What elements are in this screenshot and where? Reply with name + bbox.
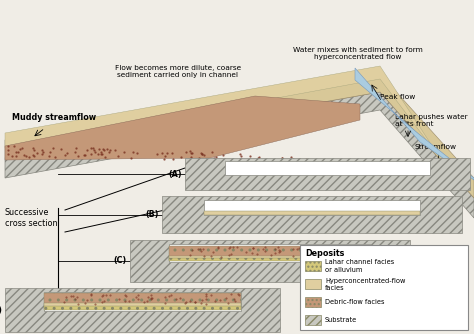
Polygon shape xyxy=(169,258,371,261)
Text: Peak flow: Peak flow xyxy=(380,94,415,100)
Text: (B): (B) xyxy=(146,210,159,219)
Polygon shape xyxy=(5,74,474,198)
Polygon shape xyxy=(44,292,241,311)
Text: Deposits: Deposits xyxy=(305,249,345,258)
Polygon shape xyxy=(225,161,430,175)
Text: (A): (A) xyxy=(168,169,182,178)
Polygon shape xyxy=(5,66,440,158)
Polygon shape xyxy=(169,256,371,260)
Text: Successive
cross section: Successive cross section xyxy=(5,208,57,228)
Polygon shape xyxy=(305,279,321,289)
Polygon shape xyxy=(300,245,468,330)
Polygon shape xyxy=(305,297,321,307)
Polygon shape xyxy=(5,96,360,160)
Text: Water mixes with sediment to form
hyperconcentrated flow: Water mixes with sediment to form hyperc… xyxy=(293,47,423,60)
Polygon shape xyxy=(355,68,474,180)
Polygon shape xyxy=(204,200,420,215)
Text: (C): (C) xyxy=(114,257,127,266)
Text: Flow becomes more dilute, coarse
sediment carried only in channel: Flow becomes more dilute, coarse sedimen… xyxy=(115,65,241,78)
Text: Lahar channel facies
or alluvium: Lahar channel facies or alluvium xyxy=(325,260,394,273)
Text: Lahar pushes water
at its front: Lahar pushes water at its front xyxy=(395,114,468,127)
Polygon shape xyxy=(169,245,371,258)
Text: Muddy streamflow: Muddy streamflow xyxy=(12,113,96,122)
Polygon shape xyxy=(44,306,241,310)
Polygon shape xyxy=(305,315,321,325)
Polygon shape xyxy=(185,158,470,190)
Text: Debric-flow facies: Debric-flow facies xyxy=(325,299,384,305)
Polygon shape xyxy=(5,288,280,332)
Polygon shape xyxy=(5,92,474,218)
Text: Hyperconcentrated-flow
facies: Hyperconcentrated-flow facies xyxy=(325,278,405,291)
Polygon shape xyxy=(162,196,462,233)
Text: Sediment-rich debris flow
lags behind peak flow: Sediment-rich debris flow lags behind pe… xyxy=(121,132,215,145)
Polygon shape xyxy=(44,293,241,305)
Text: Substrate: Substrate xyxy=(325,317,357,323)
Polygon shape xyxy=(305,261,321,271)
Text: (D): (D) xyxy=(0,306,2,315)
Polygon shape xyxy=(44,304,241,308)
Polygon shape xyxy=(130,240,410,282)
Text: Streamflow: Streamflow xyxy=(415,144,457,150)
Polygon shape xyxy=(204,211,420,215)
Polygon shape xyxy=(169,244,371,262)
